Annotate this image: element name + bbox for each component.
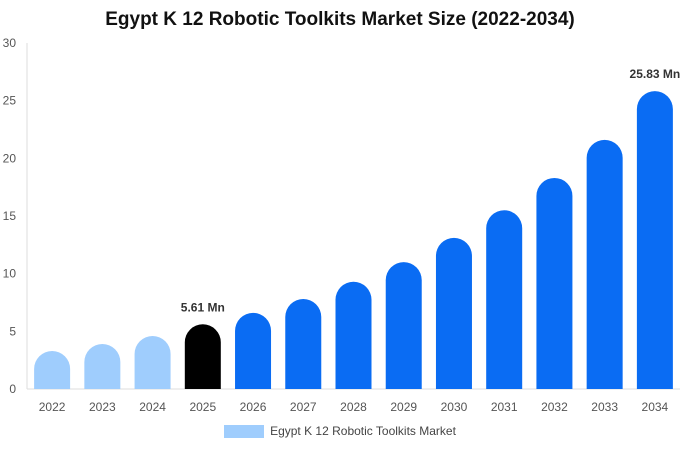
bar [235, 312, 272, 389]
bar [184, 324, 221, 389]
legend-swatch [224, 424, 265, 438]
x-tick-label: 2022 [39, 400, 66, 414]
y-tick-label: 25 [3, 94, 17, 108]
bar [84, 344, 121, 389]
x-tick-label: 2023 [89, 400, 116, 414]
x-tick-label: 2029 [390, 400, 417, 414]
y-tick-label: 20 [3, 151, 17, 165]
x-tick-label: 2025 [189, 400, 216, 414]
x-tick-label: 2030 [441, 400, 468, 414]
x-tick-label: 2027 [290, 400, 317, 414]
bar [586, 139, 623, 389]
data-label: 25.83 Mn [630, 67, 680, 81]
y-tick-label: 30 [3, 36, 17, 50]
x-tick-label: 2032 [541, 400, 568, 414]
bar [385, 262, 422, 389]
bar [34, 350, 71, 389]
bar [486, 210, 523, 389]
chart-title: Egypt K 12 Robotic Toolkits Market Size … [105, 9, 575, 30]
bar [134, 335, 171, 389]
y-tick-label: 0 [9, 382, 16, 396]
bar [285, 299, 322, 389]
data-label: 5.61 Mn [181, 300, 225, 314]
x-tick-label: 2033 [591, 400, 618, 414]
x-tick-label: 2031 [491, 400, 518, 414]
x-tick-label: 2024 [139, 400, 166, 414]
y-tick-label: 5 [9, 324, 16, 338]
bar [335, 281, 372, 389]
bar [536, 177, 573, 389]
legend: Egypt K 12 Robotic Toolkits Market [0, 424, 680, 438]
y-tick-label: 10 [3, 267, 17, 281]
bar [435, 237, 472, 389]
bar [636, 91, 673, 390]
y-tick-label: 15 [3, 209, 17, 223]
x-tick-label: 2034 [642, 400, 669, 414]
x-tick-label: 2028 [340, 400, 367, 414]
legend-label: Egypt K 12 Robotic Toolkits Market [270, 424, 456, 438]
x-tick-label: 2026 [240, 400, 267, 414]
